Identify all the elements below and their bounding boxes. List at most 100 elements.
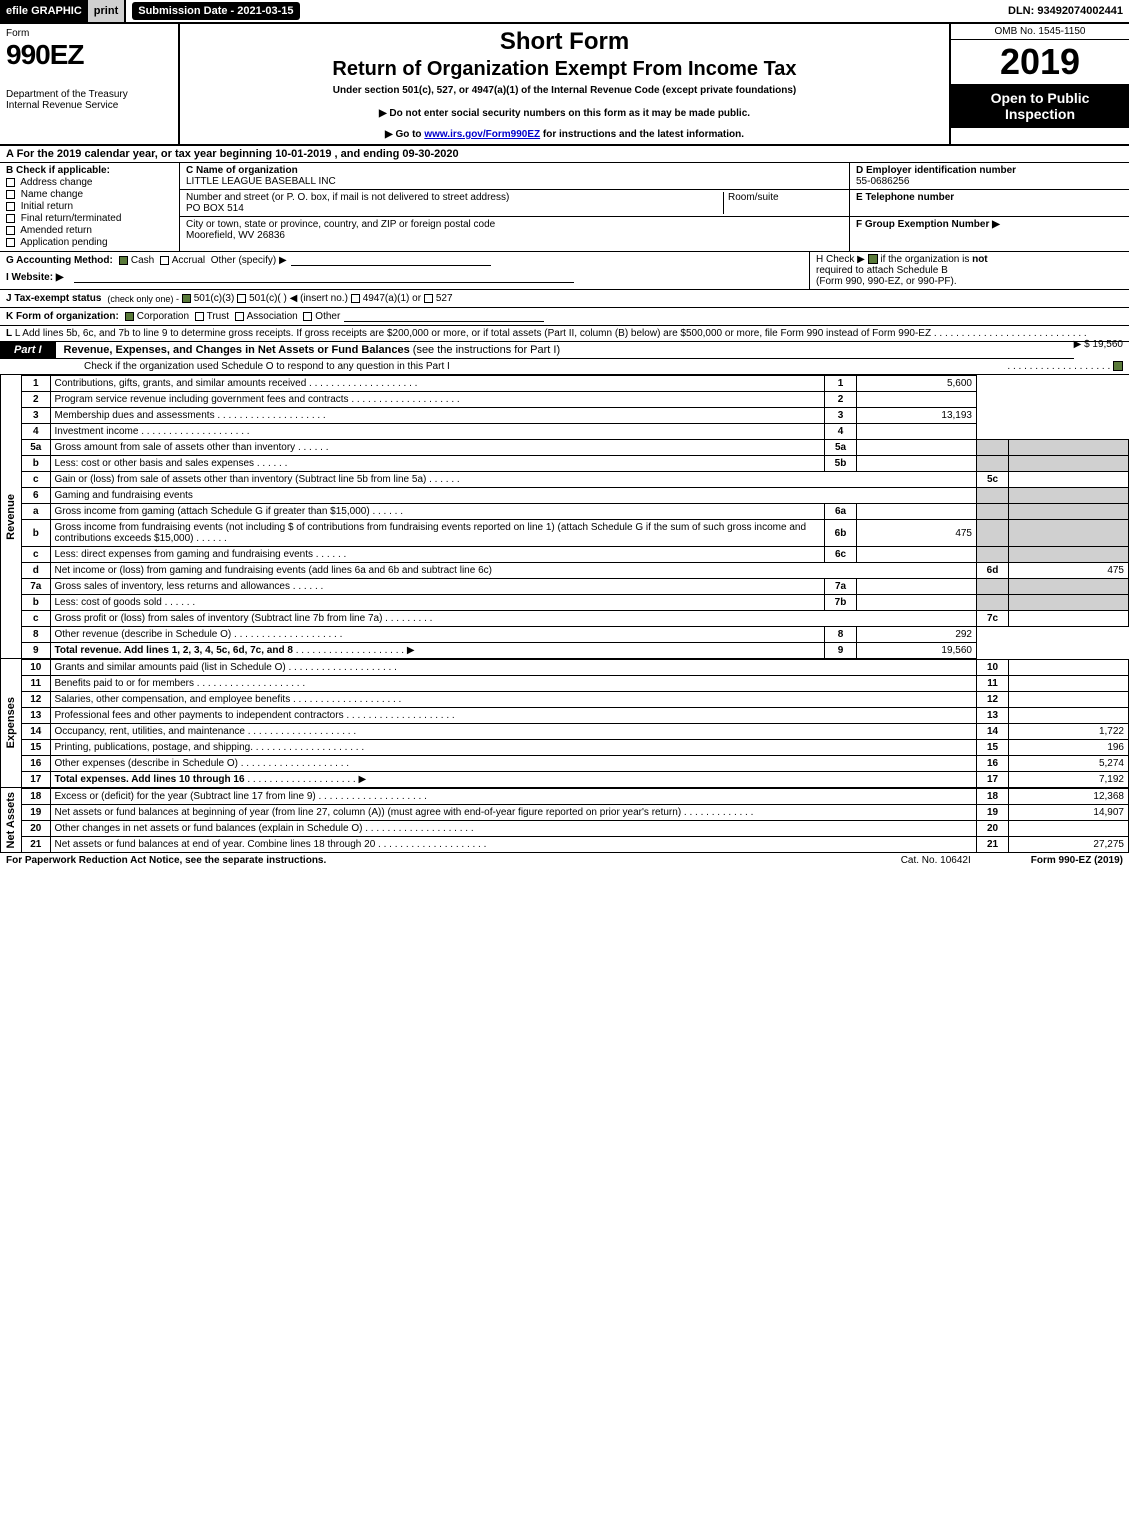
- b-header: B Check if applicable:: [6, 165, 173, 176]
- h-post: if the organization is: [878, 254, 973, 265]
- org-city: Moorefield, WV 26836: [186, 230, 285, 241]
- omb-number: OMB No. 1545-1150: [951, 24, 1129, 40]
- j-o4: 527: [436, 293, 453, 304]
- revenue-table: 1Contributions, gifts, grants, and simil…: [22, 375, 1129, 659]
- b-item: Amended return: [6, 225, 173, 236]
- line-j: J Tax-exempt status (check only one) - 5…: [0, 290, 1129, 308]
- efile-label: efile GRAPHIC: [0, 0, 88, 22]
- tax-year: 2019: [951, 40, 1129, 84]
- j-501c3-checkbox[interactable]: [182, 294, 191, 303]
- goto-pre: ▶ Go to: [385, 129, 424, 140]
- submission-date: Submission Date - 2021-03-15: [132, 2, 299, 20]
- j-note: (check only one) -: [107, 294, 179, 304]
- b-checkbox[interactable]: [6, 202, 15, 211]
- other-blank: [291, 255, 491, 266]
- line-a: A For the 2019 calendar year, or tax yea…: [0, 146, 1129, 163]
- b-checkbox[interactable]: [6, 178, 15, 187]
- l-text: L Add lines 5b, 6c, and 7b to line 9 to …: [15, 328, 931, 339]
- g-label: G Accounting Method:: [6, 255, 113, 266]
- schedule-o-checkbox[interactable]: [1113, 361, 1123, 371]
- part1-sub-text: Check if the organization used Schedule …: [6, 361, 450, 372]
- ssn-warning: ▶ Do not enter social security numbers o…: [188, 108, 941, 119]
- part1-note: (see the instructions for Part I): [413, 344, 560, 356]
- j-4947-checkbox[interactable]: [351, 294, 360, 303]
- goto-post: for instructions and the latest informat…: [540, 129, 744, 140]
- netassets-table: 18Excess or (deficit) for the year (Subt…: [22, 788, 1129, 853]
- irs-link[interactable]: www.irs.gov/Form990EZ: [424, 129, 540, 140]
- title-block: Form 990EZ Department of the Treasury In…: [0, 24, 1129, 146]
- group-label: F Group Exemption Number ▶: [856, 219, 1000, 230]
- line-l: L L Add lines 5b, 6c, and 7b to line 9 t…: [0, 326, 1129, 342]
- j-o3: 4947(a)(1) or: [363, 293, 421, 304]
- b-checkbox[interactable]: [6, 238, 15, 247]
- line-i: I Website: ▶: [0, 269, 809, 286]
- page-footer: For Paperwork Reduction Act Notice, see …: [0, 853, 1129, 868]
- footer-left: For Paperwork Reduction Act Notice, see …: [6, 855, 326, 866]
- footer-mid: Cat. No. 10642I: [901, 855, 971, 866]
- ein-label: D Employer identification number: [856, 165, 1016, 176]
- i-label: I Website: ▶: [6, 272, 64, 283]
- j-527-checkbox[interactable]: [424, 294, 433, 303]
- b-checkbox[interactable]: [6, 190, 15, 199]
- cash-checkbox[interactable]: [119, 256, 128, 265]
- k-o2: Trust: [207, 311, 229, 322]
- return-title: Return of Organization Exempt From Incom…: [188, 58, 941, 81]
- line-k: K Form of organization: Corporation Trus…: [0, 308, 1129, 326]
- open-inspection: Open to Public Inspection: [951, 84, 1129, 128]
- c-name-label: C Name of organization: [186, 165, 298, 176]
- j-501c-checkbox[interactable]: [237, 294, 246, 303]
- cash-label: Cash: [131, 255, 154, 266]
- footer-right: Form 990-EZ (2019): [1031, 855, 1123, 866]
- ein-value: 55-0686256: [856, 176, 909, 187]
- form-word: Form: [6, 28, 172, 39]
- dept-treasury: Department of the Treasury: [6, 89, 172, 100]
- section-b: B Check if applicable: Address change Na…: [0, 163, 180, 251]
- part1-title: Revenue, Expenses, and Changes in Net As…: [64, 344, 410, 356]
- org-info-block: B Check if applicable: Address change Na…: [0, 163, 1129, 252]
- k-corp-checkbox[interactable]: [125, 312, 134, 321]
- k-assoc-checkbox[interactable]: [235, 312, 244, 321]
- b-item: Address change: [6, 177, 173, 188]
- j-label: J Tax-exempt status: [6, 293, 101, 304]
- k-other-checkbox[interactable]: [303, 312, 312, 321]
- goto-line: ▶ Go to www.irs.gov/Form990EZ for instru…: [188, 129, 941, 140]
- h-checkbox[interactable]: [868, 254, 878, 264]
- h-line3: (Form 990, 990-EZ, or 990-PF).: [816, 276, 957, 287]
- k-trust-checkbox[interactable]: [195, 312, 204, 321]
- expenses-table: 10Grants and similar amounts paid (list …: [22, 659, 1129, 788]
- expenses-vlabel: Expenses: [0, 659, 22, 788]
- top-bar: efile GRAPHIC print Submission Date - 20…: [0, 0, 1129, 24]
- room-suite: Room/suite: [723, 192, 843, 214]
- k-blank: [344, 311, 544, 322]
- part1-tag: Part I: [0, 342, 56, 358]
- h-line2: required to attach Schedule B: [816, 265, 948, 276]
- website-blank: [74, 272, 574, 283]
- under-section: Under section 501(c), 527, or 4947(a)(1)…: [188, 85, 941, 96]
- c-city-label: City or town, state or province, country…: [186, 219, 495, 230]
- section-d: D Employer identification number 55-0686…: [849, 163, 1129, 251]
- part1-sub: Check if the organization used Schedule …: [0, 359, 1129, 375]
- b-item: Name change: [6, 189, 173, 200]
- k-label: K Form of organization:: [6, 311, 119, 322]
- b-checkbox[interactable]: [6, 214, 15, 223]
- line-g: G Accounting Method: Cash Accrual Other …: [0, 252, 809, 269]
- b-item: Initial return: [6, 201, 173, 212]
- short-form-title: Short Form: [188, 28, 941, 56]
- accrual-checkbox[interactable]: [160, 256, 169, 265]
- accrual-label: Accrual: [172, 255, 205, 266]
- tel-label: E Telephone number: [856, 192, 954, 203]
- line-h: H Check ▶ if the organization is not req…: [809, 252, 1129, 289]
- k-o4: Other: [315, 311, 340, 322]
- c-street-label: Number and street (or P. O. box, if mail…: [186, 192, 509, 203]
- k-o3: Association: [247, 311, 298, 322]
- b-checkbox[interactable]: [6, 226, 15, 235]
- j-o1: 501(c)(3): [194, 293, 235, 304]
- revenue-vlabel: Revenue: [0, 375, 22, 659]
- form-number: 990EZ: [6, 39, 172, 71]
- h-pre: H Check ▶: [816, 254, 868, 265]
- print-button[interactable]: print: [88, 0, 126, 22]
- j-o2: 501(c)( ) ◀ (insert no.): [249, 293, 348, 304]
- other-label: Other (specify) ▶: [211, 255, 287, 266]
- dln: DLN: 93492074002441: [1002, 0, 1129, 22]
- h-not: not: [972, 254, 988, 265]
